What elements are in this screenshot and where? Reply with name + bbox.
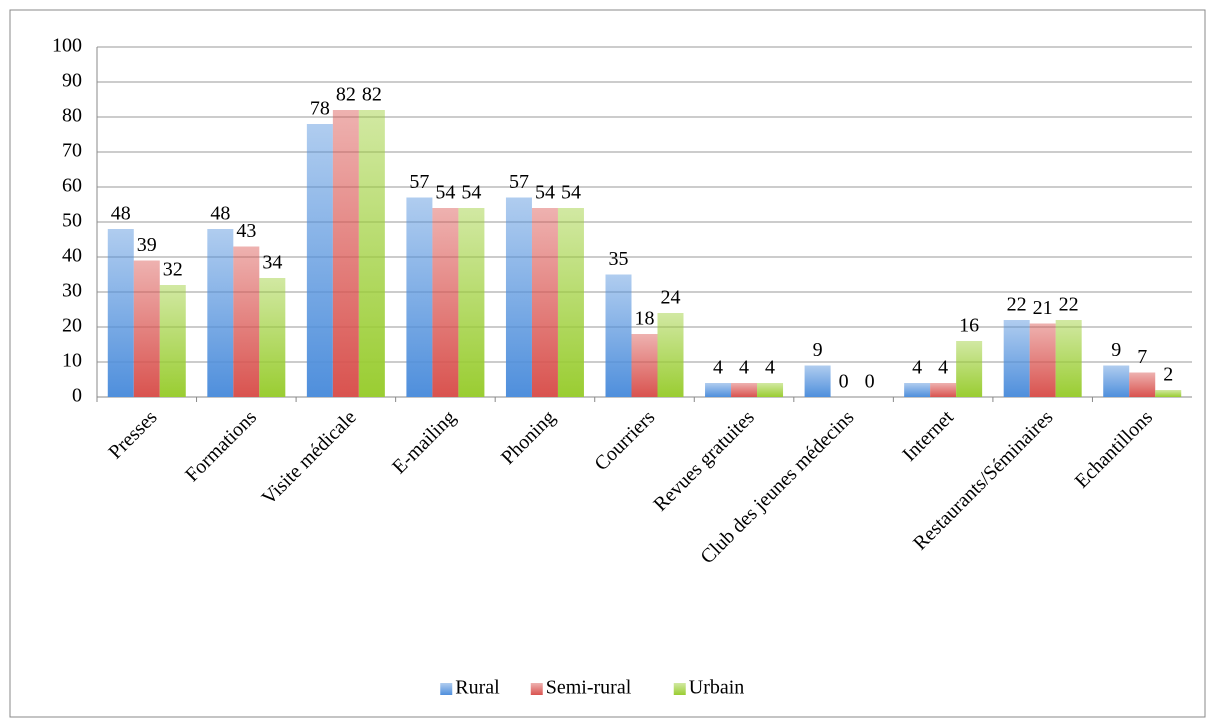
data-label: 22 <box>1059 294 1079 316</box>
bar <box>1003 320 1030 397</box>
bar <box>531 208 558 397</box>
data-label: 57 <box>409 171 429 193</box>
data-label: 0 <box>865 371 875 393</box>
bar <box>557 208 584 397</box>
y-tick-label: 70 <box>62 140 82 162</box>
data-label: 82 <box>336 84 356 106</box>
data-label: 2 <box>1163 364 1173 386</box>
data-label: 48 <box>111 203 131 225</box>
data-label: 43 <box>236 220 256 242</box>
data-label: 16 <box>959 315 979 337</box>
bar <box>605 274 632 397</box>
y-tick-label: 90 <box>62 70 82 92</box>
y-tick-label: 50 <box>62 210 82 232</box>
bar <box>207 229 234 397</box>
data-label: 0 <box>839 371 849 393</box>
data-label: 9 <box>813 339 823 361</box>
bar <box>159 285 186 397</box>
bar <box>1055 320 1082 397</box>
data-label: 18 <box>635 308 655 330</box>
y-tick-label: 0 <box>72 385 82 407</box>
legend-swatch <box>530 683 543 695</box>
data-label: 54 <box>435 182 455 204</box>
data-label: 21 <box>1033 297 1053 319</box>
bar <box>930 383 957 397</box>
data-label: 39 <box>137 234 157 256</box>
y-tick-label: 30 <box>62 280 82 302</box>
bar <box>1155 390 1182 397</box>
bar <box>631 334 658 397</box>
data-label: 4 <box>739 357 749 379</box>
data-label: 35 <box>609 248 629 270</box>
bar <box>458 208 485 397</box>
bar <box>133 260 160 397</box>
bar <box>432 208 459 397</box>
bar <box>406 197 433 397</box>
data-label: 4 <box>912 357 922 379</box>
bar <box>757 383 784 397</box>
data-label: 24 <box>661 287 681 309</box>
data-label: 9 <box>1111 339 1121 361</box>
legend-label: Rural <box>455 677 500 699</box>
y-tick-label: 20 <box>62 315 82 337</box>
data-label: 4 <box>938 357 948 379</box>
data-label: 4 <box>713 357 723 379</box>
bar <box>358 110 385 397</box>
y-tick-label: 80 <box>62 105 82 127</box>
data-label: 48 <box>210 203 230 225</box>
bar <box>1029 323 1056 397</box>
data-label: 32 <box>163 259 183 281</box>
bar <box>1129 372 1156 397</box>
legend-swatch <box>673 683 686 695</box>
data-label: 54 <box>461 182 481 204</box>
bar <box>731 383 758 397</box>
bar <box>107 229 134 397</box>
data-label: 34 <box>262 252 282 274</box>
bar <box>804 365 831 397</box>
bar <box>233 246 260 397</box>
bar <box>956 341 983 397</box>
bar <box>505 197 532 397</box>
bar <box>904 383 931 397</box>
legend-swatch <box>440 683 453 695</box>
data-label: 22 <box>1007 294 1027 316</box>
y-tick-label: 100 <box>52 35 82 57</box>
data-label: 54 <box>561 182 581 204</box>
legend-label: Urbain <box>689 677 745 699</box>
y-tick-label: 60 <box>62 175 82 197</box>
bar <box>332 110 359 397</box>
bar <box>306 124 333 397</box>
y-tick-label: 10 <box>62 350 82 372</box>
data-label: 4 <box>765 357 775 379</box>
legend-label: Semi-rural <box>546 677 632 699</box>
bar <box>1103 365 1130 397</box>
data-label: 82 <box>362 84 382 106</box>
y-tick-label: 40 <box>62 245 82 267</box>
bar <box>259 278 286 397</box>
data-label: 54 <box>535 182 555 204</box>
data-label: 78 <box>310 98 330 120</box>
data-label: 57 <box>509 171 529 193</box>
data-label: 7 <box>1137 346 1147 368</box>
bar <box>657 313 684 397</box>
bar <box>705 383 732 397</box>
